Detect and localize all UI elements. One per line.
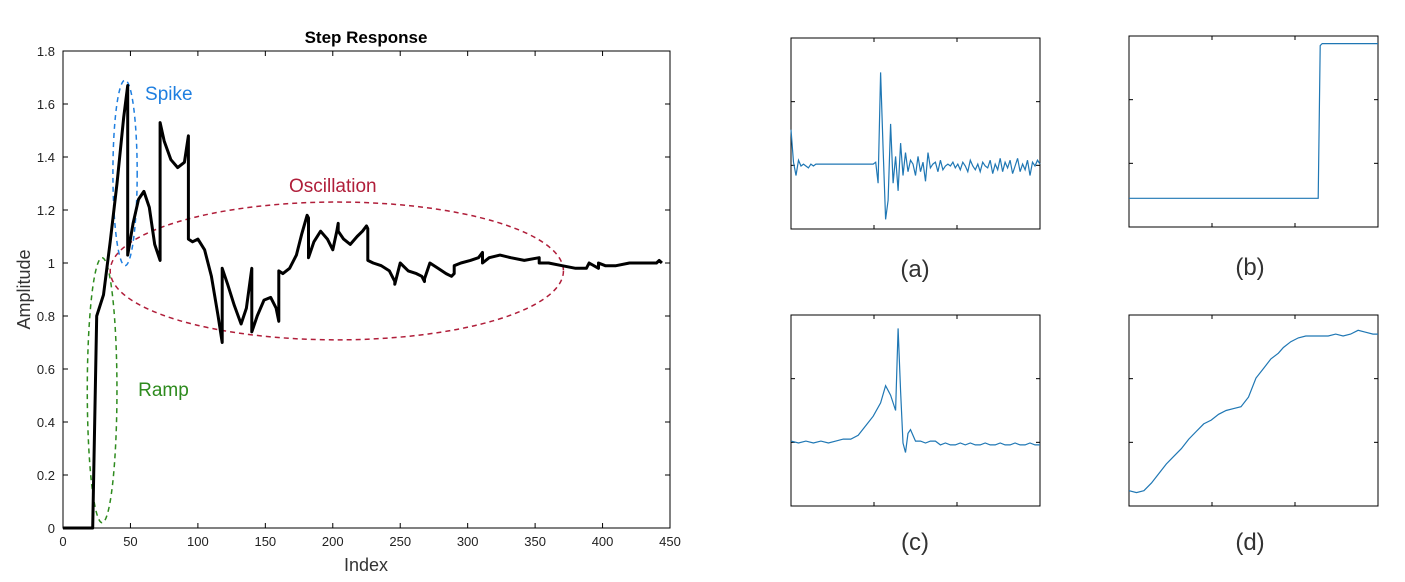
x-tick-label: 400 <box>592 534 614 549</box>
y-tick-label: 0.8 <box>37 309 55 324</box>
y-tick-label: 1.6 <box>37 97 55 112</box>
x-tick-label: 450 <box>659 534 681 549</box>
x-tick-label: 200 <box>322 534 344 549</box>
main-chart-ylabel: Amplitude <box>14 249 34 329</box>
main-chart-title: Step Response <box>305 28 428 47</box>
annotation-ellipse <box>112 79 138 267</box>
subplot-d-frame <box>1128 314 1379 507</box>
subplot-a-frame <box>790 37 1041 230</box>
main-axis-ticks: 0 50 100 150 200 250 300 350 400 450 0 0.2 0.4 0.6 0.8… <box>37 44 681 549</box>
subplot-a: (a) <box>790 37 1041 283</box>
subplot-b-line <box>1129 43 1378 199</box>
y-tick-label: 1.8 <box>37 44 55 59</box>
y-tick-label: 1.2 <box>37 203 55 218</box>
subplot-b-ticks <box>1129 36 1378 227</box>
main-chart: Step Response Index Amplitude 0 50 100 150 2… <box>14 28 681 575</box>
annotation-ellipse <box>86 256 118 524</box>
subplot-a-label: (a) <box>900 256 929 283</box>
y-tick-label: 1.4 <box>37 150 55 165</box>
x-tick-label: 150 <box>254 534 276 549</box>
y-tick-label: 0.2 <box>37 468 55 483</box>
subplot-d-line <box>1128 329 1378 494</box>
main-series-line <box>63 84 663 530</box>
x-tick-label: 100 <box>187 534 209 549</box>
annotation-label: Ramp <box>138 380 189 401</box>
main-annotations: Spike Oscillation Ramp <box>86 79 565 524</box>
subplot-a-ticks <box>791 38 1040 229</box>
annotation-label: Oscillation <box>289 176 377 197</box>
y-tick-label: 0 <box>48 521 55 536</box>
subplot-b-label: (b) <box>1235 254 1264 281</box>
annotation-ellipse <box>109 201 565 341</box>
x-tick-label: 250 <box>389 534 411 549</box>
subplot-d-ticks <box>1129 315 1378 506</box>
subplot-c: (c) <box>790 314 1041 556</box>
y-tick-label: 1 <box>48 256 55 271</box>
subplot-a-line <box>790 72 1041 220</box>
annotation-label: Spike <box>145 84 193 105</box>
subplot-d-label: (d) <box>1235 529 1264 556</box>
subplot-b: (b) <box>1128 35 1379 281</box>
subplot-c-line <box>790 328 1040 453</box>
y-tick-label: 0.4 <box>37 415 55 430</box>
main-chart-xlabel: Index <box>344 555 388 575</box>
subplot-c-label: (c) <box>901 529 929 556</box>
main-plot-frame <box>62 50 671 529</box>
x-tick-label: 50 <box>123 534 137 549</box>
y-tick-label: 0.6 <box>37 362 55 377</box>
x-tick-label: 300 <box>457 534 479 549</box>
x-tick-label: 0 <box>59 534 66 549</box>
subplot-d: (d) <box>1128 314 1379 556</box>
subplot-c-ticks <box>791 315 1040 506</box>
subplot-b-frame <box>1128 35 1379 228</box>
subplot-c-frame <box>790 314 1041 507</box>
x-tick-label: 350 <box>524 534 546 549</box>
